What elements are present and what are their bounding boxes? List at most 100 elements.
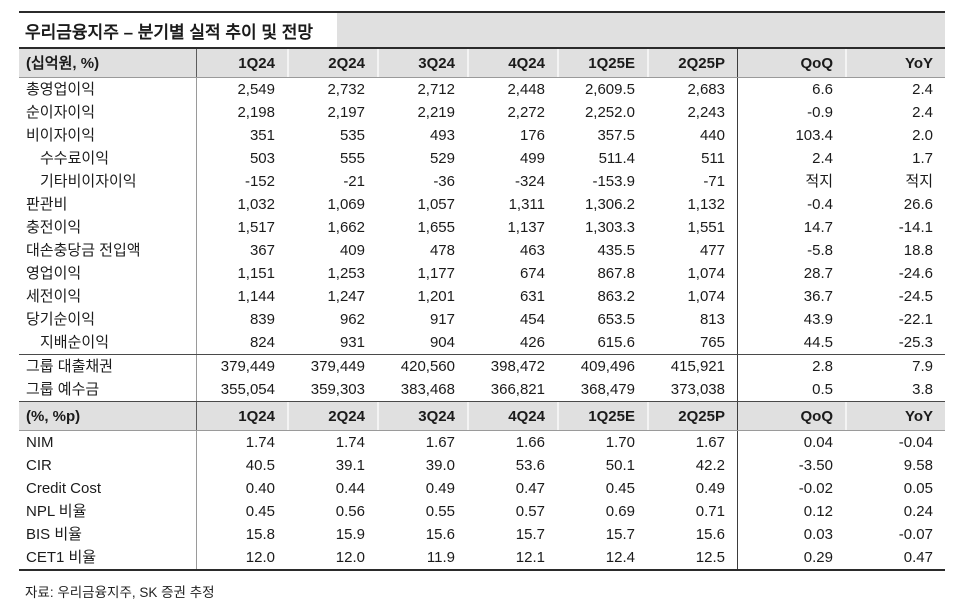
column-header: 3Q24 (377, 402, 467, 430)
table-row: 당기순이익 839 962 917 454 653.5 813 43.9 -22.1 (19, 308, 945, 331)
table-cell: 2,549 (237, 81, 275, 98)
table-cell: 355,054 (220, 381, 275, 398)
table-cell: -14.1 (898, 219, 933, 236)
table-cell: 499 (519, 150, 545, 167)
table-cell: 383,468 (400, 381, 455, 398)
table-title: 우리금융지주 – 분기별 실적 추이 및 전망 (19, 13, 338, 47)
table-row: CET1 비율 12.0 12.0 11.9 12.1 12.4 12.5 0.29 0.47 (19, 546, 945, 569)
table-cell: -0.4 (737, 193, 845, 216)
table-row: 영업이익 1,151 1,253 1,177 674 867.8 1,074 28.7 -24.… (19, 262, 945, 285)
column-header: 3Q24 (377, 49, 467, 77)
table-cell: -0.04 (898, 434, 933, 451)
table-cell: 426 (519, 334, 545, 351)
table-cell: 176 (519, 127, 545, 144)
table-cell: -36 (433, 173, 455, 190)
column-header: YoY (845, 49, 945, 77)
table-cell: 0.03 (737, 523, 845, 546)
table-row: 기타비이자이익 -152 -21 -36 -324 -153.9 -71 적지 적지 (19, 170, 945, 193)
table-cell: 824 (249, 334, 275, 351)
table-cell: 2,609.5 (584, 81, 635, 98)
table-cell: 2,448 (507, 81, 545, 98)
table-cell: 917 (429, 311, 455, 328)
column-header: QoQ (737, 402, 845, 430)
table-cell: -0.02 (737, 477, 845, 500)
table-cell: 1.74 (335, 434, 365, 451)
column-header: 1Q25E (557, 402, 647, 430)
column-header: 2Q25P (647, 49, 737, 77)
table-row: CIR 40.5 39.1 39.0 53.6 50.1 42.2 -3.50 9.58 (19, 454, 945, 477)
table-row: 대손충당금 전입액 367 409 478 463 435.5 477 -5.8 18.8 (19, 239, 945, 262)
table-cell: 839 (249, 311, 275, 328)
row-label: NPL 비율 (19, 500, 197, 523)
table-cell: -24.6 (898, 265, 933, 282)
table-cell: 1,253 (327, 265, 365, 282)
table-cell: 615.6 (597, 334, 635, 351)
table-cell: -0.9 (737, 101, 845, 124)
table-cell: 12.5 (695, 549, 725, 566)
financial-table: 우리금융지주 – 분기별 실적 추이 및 전망 (십억원, %) 1Q24 2Q24… (19, 11, 945, 571)
table-cell: 6.6 (737, 78, 845, 101)
table-cell: 0.04 (737, 431, 845, 454)
table-cell: 555 (339, 150, 365, 167)
row-label: 기타비이자이익 (19, 170, 197, 193)
table-cell: 39.1 (335, 457, 365, 474)
table-cell: 813 (699, 311, 725, 328)
column-header: 1Q24 (238, 407, 275, 425)
table-row: 판관비 1,032 1,069 1,057 1,311 1,306.2 1,132 -0.4 2… (19, 193, 945, 216)
row-label: 순이자이익 (19, 101, 197, 124)
table-cell: 1,662 (327, 219, 365, 236)
table-cell: 2,197 (327, 104, 365, 121)
table-cell: 2.4 (912, 81, 933, 98)
table-cell: 511 (701, 150, 725, 167)
table-cell: 1.67 (695, 434, 725, 451)
table-cell: 1.74 (245, 434, 275, 451)
table-cell: 493 (429, 127, 455, 144)
row-label: 그룹 예수금 (19, 378, 197, 401)
table-cell: 40.5 (245, 457, 275, 474)
table-cell: 0.47 (903, 549, 933, 566)
table-row: 충전이익 1,517 1,662 1,655 1,137 1,303.3 1,551 14.7… (19, 216, 945, 239)
source-note: 자료: 우리금융지주, SK 증권 추정 (25, 585, 215, 600)
table-cell: 0.71 (695, 503, 725, 520)
table-cell: 0.45 (605, 480, 635, 497)
table-cell: 1,144 (237, 288, 275, 305)
table-cell: 1,311 (508, 196, 545, 213)
row-label: 판관비 (19, 193, 197, 216)
table-cell: 1.7 (912, 150, 933, 167)
table-cell: -25.3 (898, 334, 933, 351)
table-cell: 2,272 (507, 104, 545, 121)
table-cell: -3.50 (737, 454, 845, 477)
row-label: 총영업이익 (19, 78, 197, 101)
table-cell: 1.70 (605, 434, 635, 451)
table-cell: -5.8 (737, 239, 845, 262)
table-cell: 15.6 (425, 526, 455, 543)
table-cell: 26.6 (903, 196, 933, 213)
table-cell: 42.2 (695, 457, 725, 474)
row-label: 지배순이익 (19, 331, 197, 354)
table-cell: 2,243 (687, 104, 725, 121)
table-cell: 398,472 (490, 358, 545, 375)
table-cell: 적지 (905, 173, 933, 190)
table-cell: 15.6 (695, 526, 725, 543)
header-row: (십억원, %) 1Q24 2Q24 3Q24 4Q24 1Q25E 2Q25P QoQ YoY (19, 49, 945, 78)
row-label: 대손충당금 전입액 (19, 239, 197, 262)
table-cell: -22.1 (898, 311, 933, 328)
table-row: 세전이익 1,144 1,247 1,201 631 863.2 1,074 36.7 -24.… (19, 285, 945, 308)
table-cell: -24.5 (898, 288, 933, 305)
table-cell: 409 (339, 242, 365, 259)
table-cell: 631 (519, 288, 545, 305)
unit-label: (십억원, %) (19, 49, 197, 77)
column-header: 2Q24 (287, 402, 377, 430)
table-cell: 2.0 (912, 127, 933, 144)
table-row: 수수료이익 503 555 529 499 511.4 511 2.4 1.7 (19, 147, 945, 170)
table-cell: 0.24 (903, 503, 933, 520)
table-cell: 1,032 (237, 196, 275, 213)
table-cell: 1.66 (515, 434, 545, 451)
table-cell: 1,551 (687, 219, 725, 236)
table-cell: 440 (699, 127, 725, 144)
column-header: YoY (845, 402, 945, 430)
column-header: 2Q25P (647, 402, 737, 430)
table-cell: 0.69 (605, 503, 635, 520)
table-cell: 2,198 (237, 104, 275, 121)
table-row: NPL 비율 0.45 0.56 0.55 0.57 0.69 0.71 0.12 0.24 (19, 500, 945, 523)
